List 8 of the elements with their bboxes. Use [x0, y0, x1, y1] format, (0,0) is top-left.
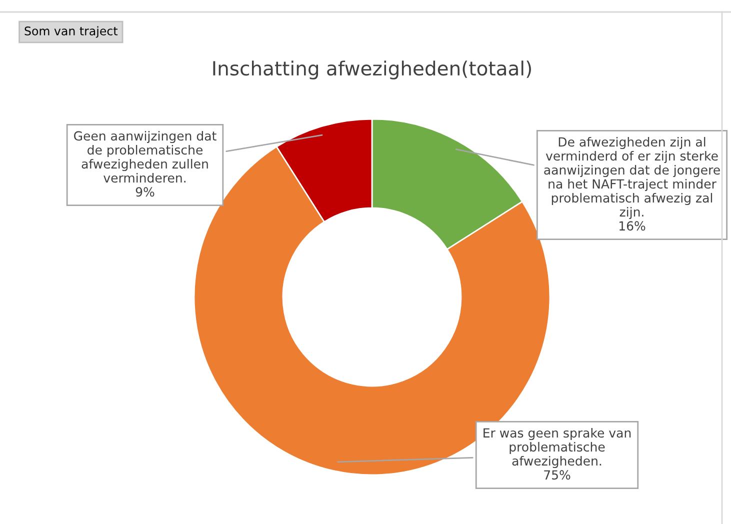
- data-label: 16%: [619, 221, 646, 231]
- slice-label: Er was geen sprake van problematische afwezigheden.: [484, 428, 631, 468]
- text: Som van traject: [24, 26, 118, 38]
- slice-label: Geen aanwijzingen dat de problematische afwezigheden zullen verminderen.: [74, 130, 216, 183]
- slice-label: De afwezigheden zijn al verminderd of er zijn sterke aanwijzingen dat de jongere na het NAFT-traject minder problematisch afwezig zal zijn.: [544, 136, 720, 220]
- data-label: 75%: [544, 470, 570, 480]
- data-label: 9%: [136, 187, 154, 197]
- chart-title: Inschatting afwezigheden(totaal): [213, 60, 531, 80]
